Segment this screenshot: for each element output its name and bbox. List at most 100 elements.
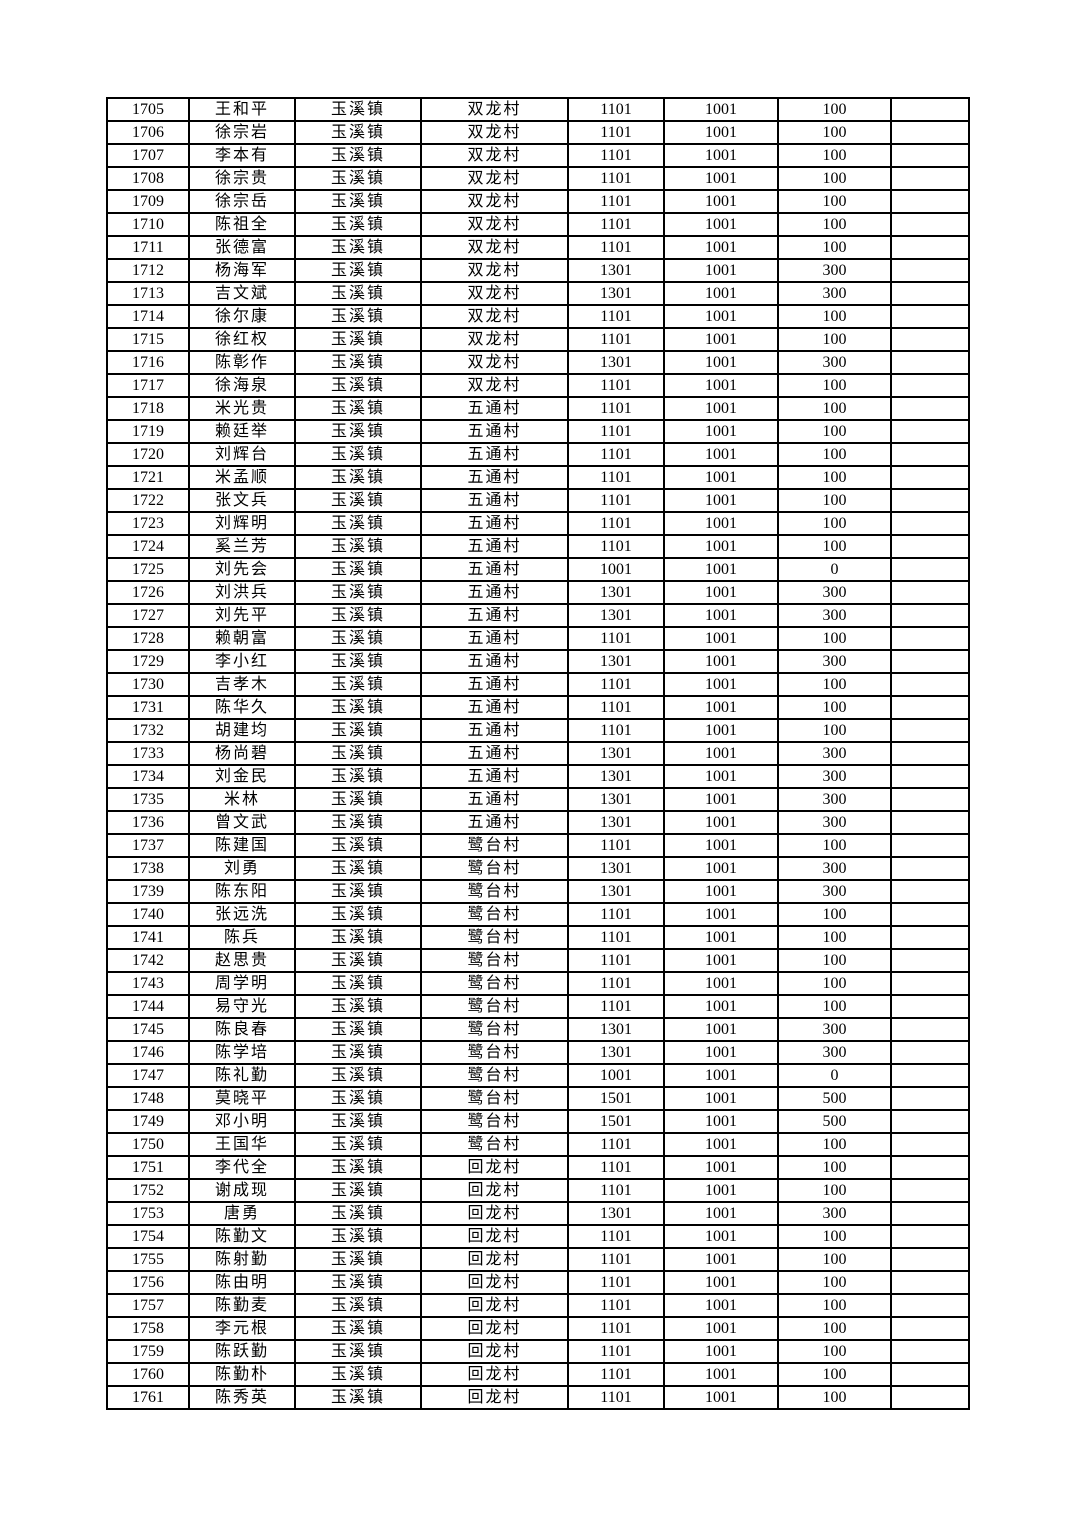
cell-name: 刘先会 [188, 557, 296, 582]
cell-code2: 1001 [663, 166, 779, 191]
cell-village: 鹭台村 [420, 902, 569, 927]
cell-name: 刘先平 [188, 603, 296, 628]
cell-serial: 1730 [106, 672, 190, 697]
table-row: 1721 米孟顺 玉溪镇 五通村 1101 1001 100 [106, 465, 970, 490]
cell-code2: 1001 [663, 1316, 779, 1341]
cell-remark [890, 488, 970, 513]
cell-village: 回龙村 [420, 1178, 569, 1203]
table-row: 1711 张德富 玉溪镇 双龙村 1101 1001 100 [106, 235, 970, 260]
cell-name: 吉文斌 [188, 281, 296, 306]
table-row: 1714 徐尔康 玉溪镇 双龙村 1101 1001 100 [106, 304, 970, 329]
table-row: 1741 陈兵 玉溪镇 鹭台村 1101 1001 100 [106, 925, 970, 950]
cell-code1: 1101 [567, 626, 665, 651]
cell-code1: 1101 [567, 971, 665, 996]
cell-amount: 100 [777, 488, 892, 513]
cell-amount: 100 [777, 672, 892, 697]
cell-amount: 300 [777, 580, 892, 605]
cell-code1: 1101 [567, 304, 665, 329]
cell-village: 五通村 [420, 810, 569, 835]
cell-village: 回龙村 [420, 1270, 569, 1295]
cell-village: 鹭台村 [420, 1063, 569, 1088]
cell-code1: 1101 [567, 925, 665, 950]
cell-town: 玉溪镇 [294, 833, 422, 858]
cell-code2: 1001 [663, 626, 779, 651]
cell-code1: 1301 [567, 603, 665, 628]
cell-remark [890, 1339, 970, 1364]
table-row: 1726 刘洪兵 玉溪镇 五通村 1301 1001 300 [106, 580, 970, 605]
table-row: 1730 吉孝木 玉溪镇 五通村 1101 1001 100 [106, 672, 970, 697]
cell-amount: 100 [777, 1362, 892, 1387]
cell-serial: 1725 [106, 557, 190, 582]
cell-remark [890, 419, 970, 444]
cell-town: 玉溪镇 [294, 304, 422, 329]
cell-remark [890, 1040, 970, 1065]
cell-serial: 1721 [106, 465, 190, 490]
cell-name: 刘金民 [188, 764, 296, 789]
cell-remark [890, 787, 970, 812]
cell-amount: 300 [777, 1040, 892, 1065]
cell-amount: 100 [777, 971, 892, 996]
cell-town: 玉溪镇 [294, 1247, 422, 1272]
cell-name: 陈礼勤 [188, 1063, 296, 1088]
cell-code2: 1001 [663, 603, 779, 628]
cell-village: 双龙村 [420, 189, 569, 214]
cell-code1: 1101 [567, 948, 665, 973]
cell-village: 鹭台村 [420, 948, 569, 973]
table-row: 1740 张远洗 玉溪镇 鹭台村 1101 1001 100 [106, 902, 970, 927]
cell-amount: 300 [777, 764, 892, 789]
cell-amount: 100 [777, 1339, 892, 1364]
cell-code2: 1001 [663, 580, 779, 605]
cell-code2: 1001 [663, 925, 779, 950]
cell-remark [890, 971, 970, 996]
cell-village: 回龙村 [420, 1316, 569, 1341]
cell-code2: 1001 [663, 1293, 779, 1318]
cell-serial: 1747 [106, 1063, 190, 1088]
cell-amount: 100 [777, 1247, 892, 1272]
cell-serial: 1755 [106, 1247, 190, 1272]
cell-town: 玉溪镇 [294, 235, 422, 260]
cell-village: 五通村 [420, 603, 569, 628]
cell-code1: 1101 [567, 442, 665, 467]
cell-amount: 300 [777, 810, 892, 835]
cell-village: 五通村 [420, 764, 569, 789]
cell-code1: 1101 [567, 534, 665, 559]
cell-village: 双龙村 [420, 143, 569, 168]
table-row: 1739 陈东阳 玉溪镇 鹭台村 1301 1001 300 [106, 879, 970, 904]
cell-town: 玉溪镇 [294, 373, 422, 398]
cell-name: 徐红权 [188, 327, 296, 352]
cell-name: 赵思贵 [188, 948, 296, 973]
cell-serial: 1709 [106, 189, 190, 214]
cell-serial: 1743 [106, 971, 190, 996]
cell-serial: 1706 [106, 120, 190, 145]
cell-amount: 100 [777, 626, 892, 651]
cell-town: 玉溪镇 [294, 465, 422, 490]
cell-amount: 300 [777, 741, 892, 766]
cell-town: 玉溪镇 [294, 603, 422, 628]
cell-serial: 1752 [106, 1178, 190, 1203]
cell-town: 玉溪镇 [294, 649, 422, 674]
cell-code1: 1101 [567, 488, 665, 513]
cell-remark [890, 235, 970, 260]
cell-village: 双龙村 [420, 350, 569, 375]
cell-code1: 1101 [567, 189, 665, 214]
cell-code2: 1001 [663, 833, 779, 858]
cell-village: 鹭台村 [420, 925, 569, 950]
cell-code1: 1301 [567, 258, 665, 283]
cell-village: 双龙村 [420, 97, 569, 122]
cell-code2: 1001 [663, 1086, 779, 1111]
cell-village: 五通村 [420, 557, 569, 582]
cell-code1: 1101 [567, 97, 665, 122]
cell-town: 玉溪镇 [294, 120, 422, 145]
cell-town: 玉溪镇 [294, 787, 422, 812]
cell-code2: 1001 [663, 212, 779, 237]
cell-village: 鹭台村 [420, 971, 569, 996]
cell-village: 双龙村 [420, 212, 569, 237]
cell-amount: 100 [777, 465, 892, 490]
cell-remark [890, 580, 970, 605]
cell-remark [890, 902, 970, 927]
cell-code2: 1001 [663, 718, 779, 743]
cell-code1: 1101 [567, 902, 665, 927]
cell-town: 玉溪镇 [294, 879, 422, 904]
cell-code1: 1101 [567, 1293, 665, 1318]
